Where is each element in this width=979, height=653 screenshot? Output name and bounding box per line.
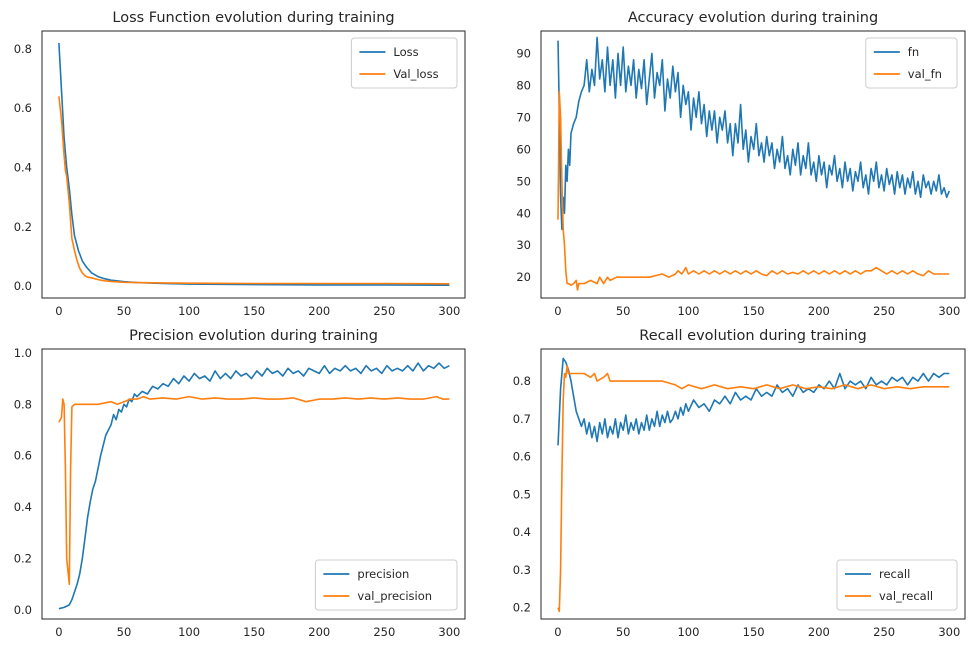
y-tick-label: 0.0 (14, 279, 32, 293)
y-tick-label: 0.2 (14, 220, 32, 234)
x-tick-label: 100 (178, 625, 200, 639)
legend-label: precision (357, 567, 409, 581)
x-tick-label: 200 (308, 304, 330, 318)
series-line-fn (557, 36, 951, 231)
legend-box (865, 37, 958, 89)
chart-panel: Precision evolution during training 0 50 10… (14, 328, 466, 639)
y-tick-label: 40 (516, 206, 531, 220)
series-line-precision (58, 362, 450, 610)
y-tick-label: 70 (516, 110, 531, 124)
x-tick-label: 100 (178, 304, 200, 318)
y-tick-label: 0.0 (14, 603, 32, 617)
y-tick-label: 0.2 (14, 552, 32, 566)
x-tick-label: 0 (554, 304, 561, 318)
y-tick-label: 0.8 (14, 42, 32, 56)
chart-title: Accuracy evolution during training (628, 10, 878, 26)
legend: fn val_fn (865, 37, 958, 89)
x-tick-label: 50 (616, 625, 631, 639)
legend-label: val_recall (879, 589, 933, 603)
y-tick-label: 0.6 (513, 450, 531, 464)
legend-label: Val_loss (393, 67, 438, 81)
y-tick-label: 30 (516, 238, 531, 252)
chart-panel: Accuracy evolution during training 0 50 100… (516, 10, 966, 318)
y-tick-label: 0.6 (14, 101, 32, 115)
x-tick-label: 50 (117, 304, 132, 318)
x-tick-label: 50 (117, 625, 132, 639)
chart-panel: Recall evolution during training 0 50 100 15… (513, 328, 966, 639)
x-tick-label: 100 (677, 625, 699, 639)
legend-label: fn (908, 45, 919, 59)
chart-title: Precision evolution during training (129, 328, 378, 344)
x-tick-label: 100 (677, 304, 699, 318)
x-tick-label: 250 (873, 304, 895, 318)
chart-panel: Loss Function evolution during training 0… (14, 10, 466, 318)
x-tick-label: 0 (55, 304, 62, 318)
x-tick-label: 250 (873, 625, 895, 639)
x-tick-label: 250 (373, 304, 395, 318)
y-tick-label: 60 (516, 142, 531, 156)
x-tick-label: 200 (308, 625, 330, 639)
x-tick-label: 0 (55, 625, 62, 639)
y-tick-label: 0.4 (14, 500, 32, 514)
y-tick-label: 0.7 (513, 412, 531, 426)
series-line-val-fn (557, 91, 950, 291)
series-line-recall (557, 357, 950, 446)
y-tick-label: 1.0 (14, 346, 32, 360)
x-tick-label: 300 (938, 625, 960, 639)
x-tick-label: 150 (743, 625, 765, 639)
y-tick-label: 0.2 (513, 601, 531, 615)
legend-label: recall (879, 567, 910, 581)
legend-box (314, 559, 458, 611)
legend: precision val_precision (314, 559, 458, 611)
y-tick-label: 0.6 (14, 449, 32, 463)
legend: recall val_recall (836, 559, 958, 611)
x-tick-label: 200 (808, 304, 830, 318)
x-tick-label: 300 (438, 304, 460, 318)
y-tick-label: 80 (516, 78, 531, 92)
legend-label: val_fn (908, 67, 942, 81)
y-tick-label: 50 (516, 174, 531, 188)
y-tick-label: 0.3 (513, 563, 531, 577)
legend-label: val_precision (357, 589, 432, 603)
x-tick-label: 150 (743, 304, 765, 318)
series-line-val-recall (557, 365, 950, 613)
series-line-val-loss (58, 96, 450, 285)
y-tick-label: 90 (516, 46, 531, 60)
chart-title: Recall evolution during training (639, 328, 866, 344)
y-tick-label: 0.8 (513, 374, 531, 388)
x-tick-label: 200 (808, 625, 830, 639)
x-tick-label: 150 (243, 625, 265, 639)
y-tick-label: 0.5 (513, 487, 531, 501)
y-tick-label: 0.4 (513, 525, 531, 539)
series-line-val-precision (58, 395, 450, 586)
y-tick-label: 20 (516, 270, 531, 284)
x-tick-label: 0 (554, 625, 561, 639)
legend: Loss Val_loss (350, 37, 458, 89)
x-tick-label: 50 (616, 304, 631, 318)
x-tick-label: 150 (243, 304, 265, 318)
x-tick-label: 250 (373, 625, 395, 639)
legend-box (836, 559, 958, 611)
y-tick-label: 0.8 (14, 397, 32, 411)
legend-label: Loss (393, 45, 418, 59)
series-line-loss (58, 42, 450, 286)
legend-box (350, 37, 458, 89)
chart-title: Loss Function evolution during training (112, 10, 394, 26)
x-tick-label: 300 (938, 304, 960, 318)
y-tick-label: 0.4 (14, 160, 32, 174)
x-tick-label: 300 (438, 625, 460, 639)
